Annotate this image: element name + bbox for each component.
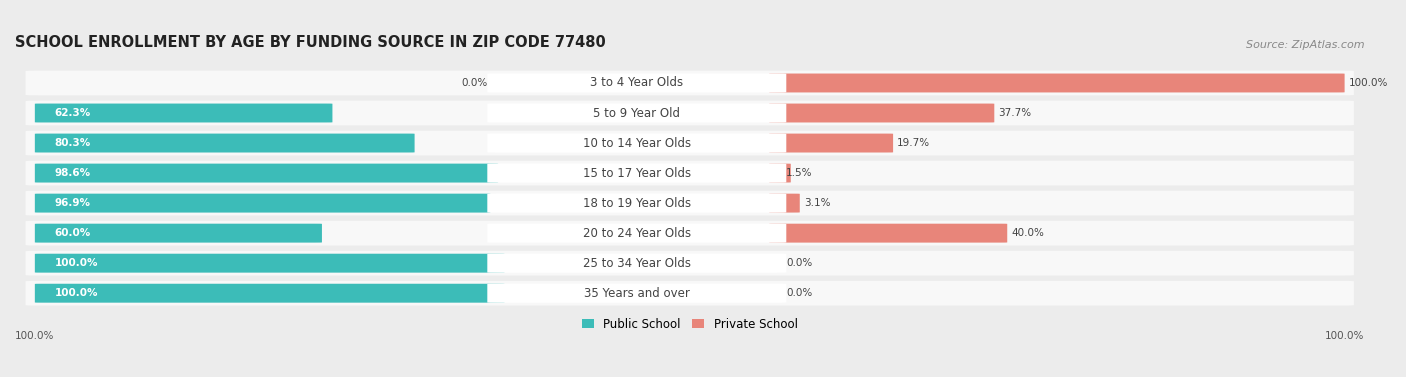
Text: 35 Years and over: 35 Years and over: [583, 287, 690, 300]
Text: 18 to 19 Year Olds: 18 to 19 Year Olds: [582, 197, 690, 210]
FancyBboxPatch shape: [488, 164, 786, 182]
Legend: Public School, Private School: Public School, Private School: [576, 313, 803, 336]
FancyBboxPatch shape: [769, 104, 994, 123]
FancyBboxPatch shape: [488, 284, 786, 303]
FancyBboxPatch shape: [488, 133, 786, 153]
Text: 20 to 24 Year Olds: 20 to 24 Year Olds: [582, 227, 690, 240]
Text: 0.0%: 0.0%: [461, 78, 488, 88]
FancyBboxPatch shape: [35, 194, 491, 213]
Text: 10 to 14 Year Olds: 10 to 14 Year Olds: [582, 136, 690, 150]
FancyBboxPatch shape: [769, 224, 1007, 243]
FancyBboxPatch shape: [35, 254, 505, 273]
Text: 25 to 34 Year Olds: 25 to 34 Year Olds: [583, 257, 690, 270]
FancyBboxPatch shape: [488, 74, 786, 92]
FancyBboxPatch shape: [488, 224, 786, 243]
Text: 3.1%: 3.1%: [804, 198, 830, 208]
FancyBboxPatch shape: [35, 104, 332, 123]
Text: 100.0%: 100.0%: [15, 331, 55, 341]
Text: 0.0%: 0.0%: [786, 258, 813, 268]
FancyBboxPatch shape: [25, 131, 1354, 155]
FancyBboxPatch shape: [25, 221, 1354, 245]
Text: SCHOOL ENROLLMENT BY AGE BY FUNDING SOURCE IN ZIP CODE 77480: SCHOOL ENROLLMENT BY AGE BY FUNDING SOUR…: [15, 35, 606, 50]
FancyBboxPatch shape: [35, 164, 498, 182]
Text: 80.3%: 80.3%: [55, 138, 91, 148]
FancyBboxPatch shape: [488, 103, 786, 123]
Text: 62.3%: 62.3%: [55, 108, 91, 118]
FancyBboxPatch shape: [769, 194, 800, 213]
Text: 100.0%: 100.0%: [55, 258, 98, 268]
FancyBboxPatch shape: [488, 254, 786, 273]
FancyBboxPatch shape: [25, 281, 1354, 306]
FancyBboxPatch shape: [769, 164, 790, 182]
Text: 96.9%: 96.9%: [55, 198, 91, 208]
Text: 98.6%: 98.6%: [55, 168, 91, 178]
Text: 0.0%: 0.0%: [786, 288, 813, 298]
FancyBboxPatch shape: [25, 191, 1354, 216]
Text: 40.0%: 40.0%: [1011, 228, 1045, 238]
Text: Source: ZipAtlas.com: Source: ZipAtlas.com: [1246, 40, 1364, 50]
FancyBboxPatch shape: [25, 251, 1354, 276]
Text: 1.5%: 1.5%: [786, 168, 813, 178]
Text: 5 to 9 Year Old: 5 to 9 Year Old: [593, 107, 681, 120]
Text: 19.7%: 19.7%: [897, 138, 931, 148]
Text: 100.0%: 100.0%: [55, 288, 98, 298]
FancyBboxPatch shape: [35, 284, 505, 303]
Text: 100.0%: 100.0%: [1324, 331, 1364, 341]
FancyBboxPatch shape: [25, 101, 1354, 126]
Text: 60.0%: 60.0%: [55, 228, 91, 238]
Text: 100.0%: 100.0%: [1348, 78, 1388, 88]
FancyBboxPatch shape: [488, 193, 786, 213]
FancyBboxPatch shape: [25, 70, 1354, 95]
Text: 15 to 17 Year Olds: 15 to 17 Year Olds: [582, 167, 690, 179]
Text: 3 to 4 Year Olds: 3 to 4 Year Olds: [591, 77, 683, 89]
FancyBboxPatch shape: [35, 224, 322, 243]
FancyBboxPatch shape: [769, 133, 893, 153]
FancyBboxPatch shape: [769, 74, 1344, 92]
FancyBboxPatch shape: [35, 133, 415, 153]
Text: 37.7%: 37.7%: [998, 108, 1032, 118]
FancyBboxPatch shape: [25, 161, 1354, 185]
